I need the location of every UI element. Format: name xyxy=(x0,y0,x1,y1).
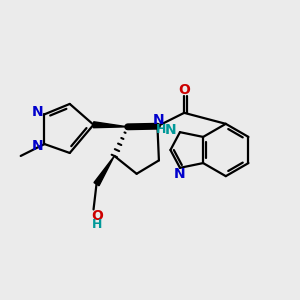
Text: N: N xyxy=(165,123,177,137)
Polygon shape xyxy=(93,122,128,128)
Text: N: N xyxy=(32,139,44,152)
Text: O: O xyxy=(91,209,103,223)
Text: N: N xyxy=(152,113,164,127)
Text: H: H xyxy=(92,218,102,231)
Text: N: N xyxy=(174,167,186,182)
Text: O: O xyxy=(178,83,190,97)
Text: H: H xyxy=(156,123,167,136)
Polygon shape xyxy=(94,156,114,186)
Text: N: N xyxy=(32,105,44,119)
